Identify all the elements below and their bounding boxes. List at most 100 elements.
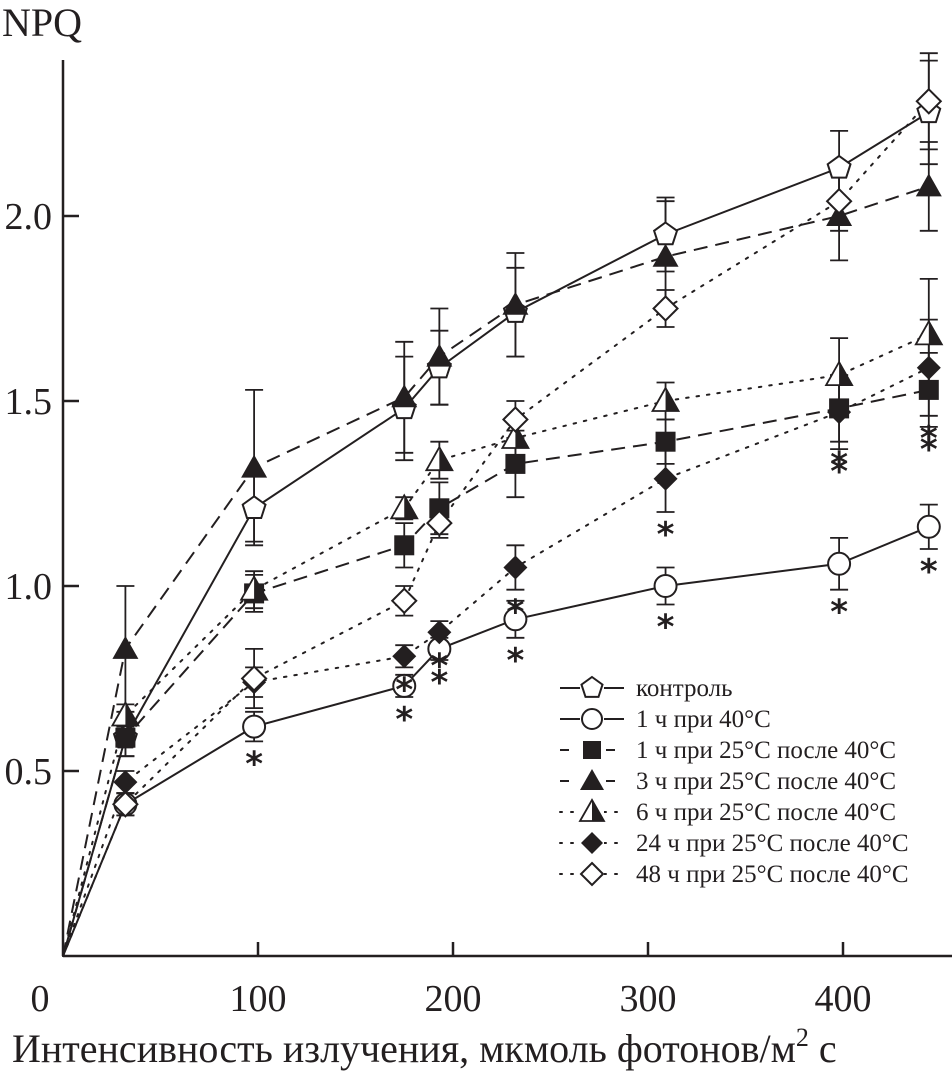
data-point-triangle-filled xyxy=(391,384,418,408)
significance-star: * xyxy=(430,663,448,703)
marker-square-filled xyxy=(583,741,601,759)
data-point-pentagon-open xyxy=(652,221,679,246)
data-point-triangle-filled xyxy=(241,454,268,478)
series-line-6 xyxy=(62,100,930,957)
x-axis-title-main: Интенсивность излучения, мкмоль фотонов/… xyxy=(12,1026,796,1071)
data-point-diamond-filled xyxy=(653,466,678,491)
data-point-diamond-open xyxy=(915,87,943,115)
data-point-square-filled xyxy=(115,727,136,748)
data-point-triangle-half xyxy=(389,493,419,520)
data-point-triangle-filled xyxy=(426,343,453,367)
y-tick-label: 1.0 xyxy=(5,566,53,608)
significance-star: * xyxy=(507,641,525,681)
legend-item: 6 ч при 25°C после 40°C xyxy=(559,798,896,826)
data-point-diamond-filled xyxy=(392,644,417,669)
significance-star: * xyxy=(657,515,675,555)
data-point-circle-open xyxy=(653,574,678,598)
x-tick-label: 100 xyxy=(230,978,287,1020)
data-point-triangle-half xyxy=(110,700,140,727)
data-point-circle-open xyxy=(503,607,528,632)
data-point-triangle-half xyxy=(500,423,530,449)
legend-label: 3 ч при 25°C после 40°C xyxy=(636,768,896,795)
significance-star: * xyxy=(245,744,263,784)
significance-star: * xyxy=(395,670,413,710)
data-point-pentagon-open xyxy=(826,154,852,179)
x-axis-title: Интенсивность излучения, мкмоль фотонов/… xyxy=(12,1023,837,1071)
x-axis-title-superscript: 2 xyxy=(796,1023,809,1052)
y-tick-label: 1.5 xyxy=(5,381,53,423)
significance-star: * xyxy=(920,419,938,459)
significance-star: * xyxy=(920,552,938,592)
data-point-diamond-open xyxy=(240,665,268,692)
axes: 0 100 200 300 400 0.5 1.0 1.5 2.0 xyxy=(5,60,952,1020)
marker-pentagon-open xyxy=(580,675,604,698)
series-line-4 xyxy=(62,333,930,957)
data-point-diamond-filled xyxy=(427,620,452,645)
data-point-triangle-filled xyxy=(652,243,679,267)
x-tick-label: 200 xyxy=(425,978,482,1020)
marker-circle-open xyxy=(581,708,603,730)
legend-label: 1 ч при 25°C после 40°C xyxy=(636,737,896,764)
marker-triangle-half xyxy=(578,798,606,822)
y-axis-title: NPQ xyxy=(2,0,82,45)
significance-star: * xyxy=(830,593,848,633)
data-point-triangle-filled xyxy=(112,635,139,659)
x-axis-title-suffix: с xyxy=(809,1026,837,1071)
legend-label: 48 ч при 25°C после 40°C xyxy=(636,861,909,888)
legend-item: 24 ч при 25°C после 40°C xyxy=(559,830,909,857)
data-point-diamond-filled xyxy=(827,400,852,425)
legend-label: контроль xyxy=(636,675,733,702)
marker-triangle-filled xyxy=(580,769,604,790)
significance-star: * xyxy=(657,608,675,648)
data-point-square-filled xyxy=(505,453,526,474)
data-point-pentagon-open xyxy=(241,495,267,519)
y-tick-label: 2.0 xyxy=(5,196,53,238)
data-point-diamond-open xyxy=(390,587,418,615)
data-point-diamond-filled xyxy=(113,770,138,795)
data-point-square-filled xyxy=(394,535,415,556)
x-tick-label: 400 xyxy=(815,978,872,1020)
data-point-diamond-open xyxy=(652,295,679,322)
data-point-circle-open xyxy=(392,673,417,698)
data-point-diamond-open xyxy=(825,187,853,215)
significance-star: * xyxy=(830,452,848,492)
data-point-diamond-open xyxy=(501,406,529,433)
legend-item: 48 ч при 25°C после 40°C xyxy=(559,861,909,888)
x-tick-label: 0 xyxy=(31,978,50,1020)
data-point-triangle-filled xyxy=(915,173,942,197)
data-point-triangle-half xyxy=(239,574,269,601)
marker-diamond-filled xyxy=(581,832,603,854)
significance-star: * xyxy=(430,646,448,686)
data-point-square-filled xyxy=(918,379,939,400)
legend-item: 3 ч при 25°C после 40°C xyxy=(560,768,896,795)
significance-star: * xyxy=(507,593,525,633)
x-tick-label: 300 xyxy=(620,978,677,1020)
data-point-diamond-filled xyxy=(503,555,528,580)
legend: контроль 1 ч при 40°C 1 ч при 25°C после 4… xyxy=(559,675,909,888)
marker-diamond-open xyxy=(579,861,605,887)
significance-star: * xyxy=(830,445,848,485)
data-point-square-filled xyxy=(429,498,450,519)
data-point-circle-open xyxy=(916,514,941,539)
legend-item: контроль xyxy=(560,675,733,702)
data-point-circle-open xyxy=(242,714,267,739)
data-point-triangle-half xyxy=(651,386,681,412)
legend-label: 24 ч при 25°C после 40°C xyxy=(636,830,909,857)
data-point-triangle-half xyxy=(424,445,454,472)
y-tick-label: 0.5 xyxy=(5,751,53,793)
legend-item: 1 ч при 40°C xyxy=(560,706,771,733)
legend-item: 1 ч при 25°C после 40°C xyxy=(560,737,896,764)
data-point-circle-open xyxy=(827,551,852,576)
data-point-diamond-open xyxy=(111,790,139,818)
data-point-square-filled xyxy=(655,431,676,452)
data-point-diamond-open xyxy=(425,509,453,537)
legend-label: 6 ч при 25°C после 40°C xyxy=(636,799,896,826)
data-point-triangle-half xyxy=(914,319,944,346)
data-point-triangle-filled xyxy=(502,291,529,315)
data-point-diamond-filled xyxy=(916,355,941,380)
data-point-triangle-half xyxy=(824,360,854,387)
significance-star: * xyxy=(920,430,938,470)
significance-star: * xyxy=(395,700,413,740)
plot-area: ***** *** ******* xyxy=(62,52,944,957)
